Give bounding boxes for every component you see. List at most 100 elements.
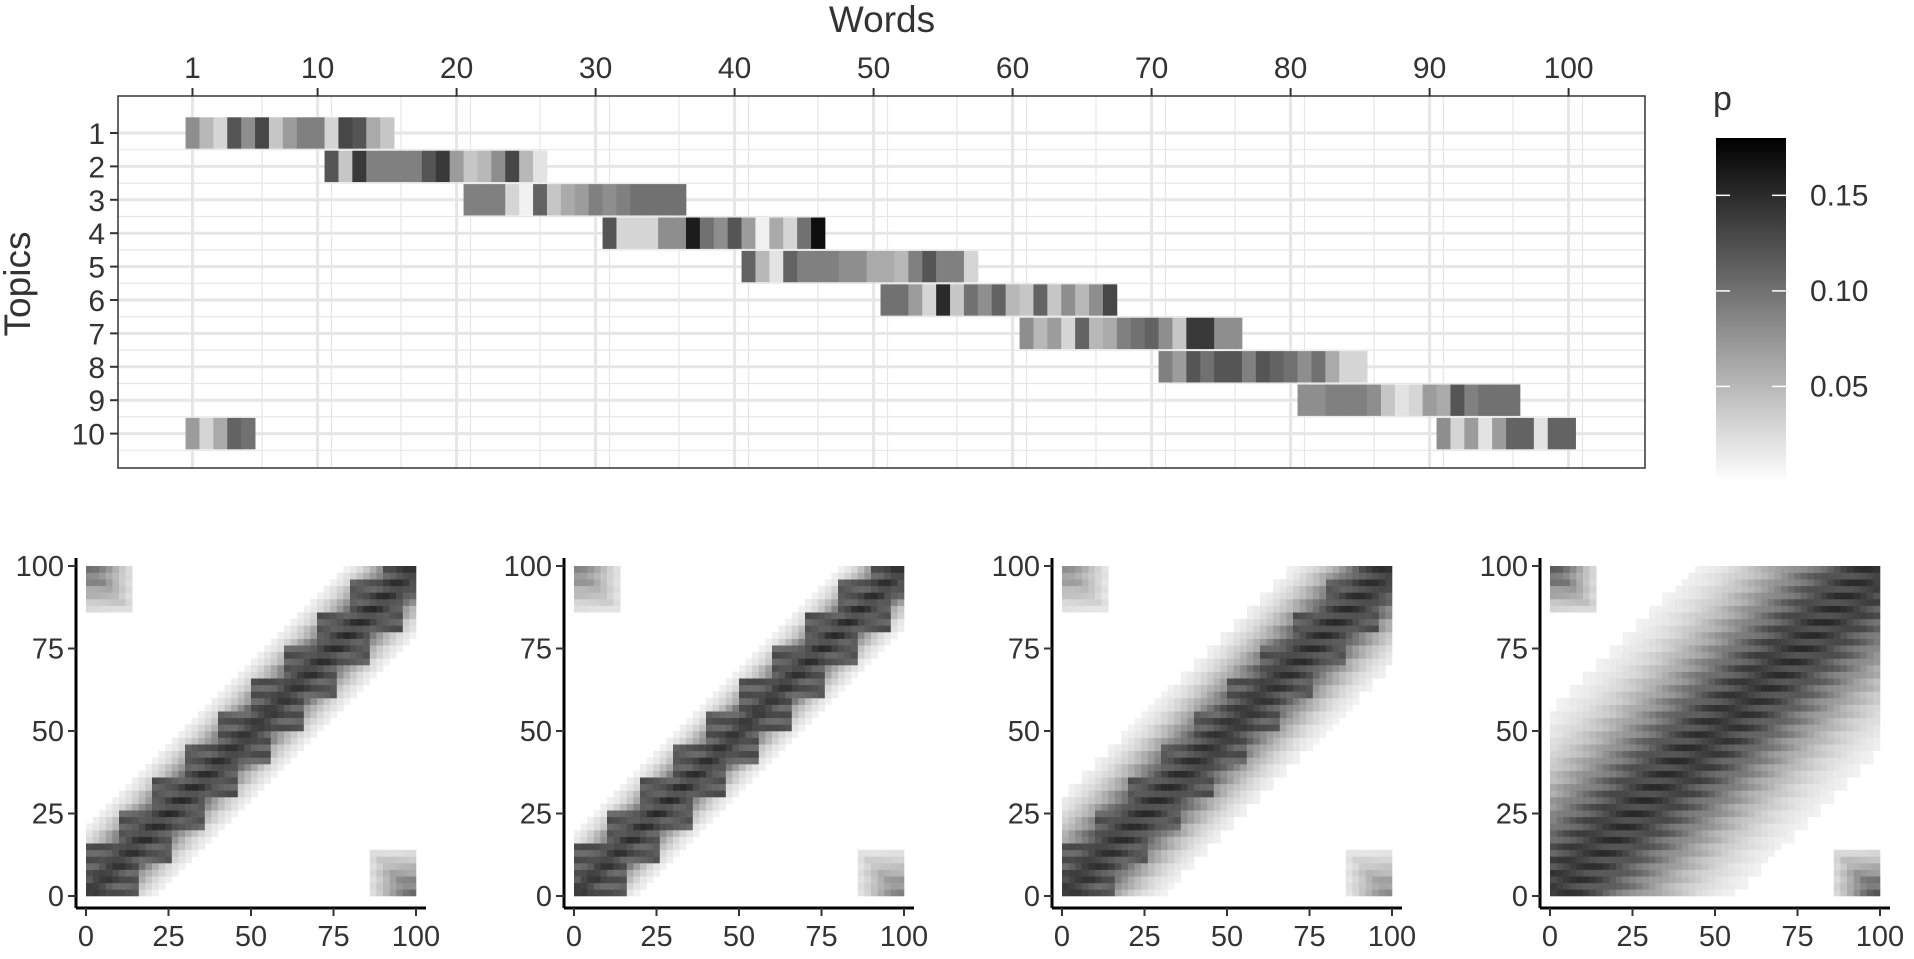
matrix-cell (290, 632, 298, 639)
matrix-cell (1095, 797, 1102, 804)
matrix-cell (1121, 737, 1129, 745)
matrix-cell (317, 651, 324, 659)
matrix-cell (204, 731, 212, 738)
matrix-cell (1306, 638, 1314, 646)
matrix-cell (119, 797, 126, 804)
matrix-cell (1715, 698, 1722, 705)
matrix-cell (692, 816, 700, 824)
matrix-cell (640, 810, 647, 818)
matrix-cell (1312, 605, 1320, 613)
matrix-cell (1299, 566, 1307, 573)
matrix-cell (1128, 810, 1135, 818)
matrix-cell (1385, 882, 1393, 890)
matrix-cell (1629, 849, 1637, 857)
heatmap-cell (1089, 317, 1104, 350)
matrix-cell (1642, 770, 1650, 778)
matrix-cell (1246, 651, 1254, 659)
matrix-cell (1081, 572, 1089, 580)
matrix-cell (99, 585, 107, 593)
matrix-cell (1319, 632, 1327, 639)
matrix-cell (772, 744, 779, 752)
matrix-cell (132, 790, 140, 798)
matrix-cell (1233, 764, 1241, 771)
matrix-cell (105, 876, 113, 884)
heatmap-cell (630, 184, 645, 216)
matrix-cell (739, 744, 746, 752)
matrix-cell (1352, 863, 1360, 870)
matrix-cell (1213, 836, 1221, 844)
matrix-cell (1088, 843, 1096, 851)
matrix-cell (818, 704, 826, 712)
matrix-cell (593, 849, 601, 857)
matrix-cell (330, 658, 338, 666)
matrix-cell (1602, 816, 1610, 824)
matrix-cell (1345, 599, 1353, 606)
matrix-cell (152, 856, 159, 864)
matrix-cell (1721, 684, 1729, 692)
matrix-cell (1299, 592, 1307, 600)
matrix-cell (844, 592, 852, 600)
matrix-cell (785, 684, 793, 692)
matrix-cell (158, 863, 166, 870)
matrix-cell (1715, 744, 1722, 752)
matrix-cell (350, 645, 357, 653)
matrix-cell (1721, 777, 1729, 785)
matrix-cell (1385, 645, 1393, 653)
heatmap-cell (241, 417, 256, 450)
matrix-cell (323, 651, 331, 659)
matrix-cell (264, 711, 272, 719)
matrix-cell (1635, 869, 1643, 877)
matrix-cell (1622, 658, 1630, 666)
panel-x-tick-label: 100 (1368, 921, 1416, 953)
matrix-cell (1101, 843, 1109, 851)
matrix-cell (145, 863, 153, 870)
matrix-cell (1649, 816, 1656, 824)
matrix-cell (1312, 566, 1320, 573)
matrix-cell (732, 671, 740, 679)
matrix-cell (1365, 592, 1373, 600)
matrix-cell (369, 658, 377, 666)
matrix-cell (1715, 665, 1722, 672)
matrix-cell (1688, 783, 1696, 791)
matrix-cell (778, 671, 786, 679)
matrix-cell (745, 671, 753, 679)
matrix-cell (1075, 803, 1083, 811)
matrix-cell (626, 810, 634, 818)
matrix-cell (231, 704, 239, 712)
matrix-cell (1286, 678, 1294, 686)
matrix-cell (86, 863, 93, 870)
matrix-cell (1715, 572, 1722, 580)
matrix-cell (257, 757, 265, 765)
matrix-cell (1227, 816, 1234, 824)
matrix-cell (1154, 770, 1162, 778)
matrix-cell (1556, 856, 1564, 864)
matrix-cell (198, 823, 206, 831)
matrix-cell (350, 625, 357, 633)
matrix-cell (798, 678, 806, 686)
matrix-cell (877, 566, 885, 573)
matrix-cell (1589, 882, 1597, 890)
matrix-cell (218, 750, 225, 758)
matrix-cell (765, 744, 773, 752)
matrix-cell (679, 810, 687, 818)
matrix-cell (1141, 750, 1149, 758)
matrix-cell (402, 638, 410, 646)
matrix-cell (1576, 750, 1584, 758)
matrix-cell (323, 605, 331, 613)
matrix-cell (363, 592, 371, 600)
matrix-cell (890, 605, 898, 613)
matrix-cell (1306, 691, 1314, 699)
matrix-cell (1187, 803, 1195, 811)
matrix-cell (1365, 863, 1373, 870)
matrix-cell (1378, 671, 1386, 679)
matrix-cell (1279, 618, 1287, 626)
matrix-cell (231, 678, 239, 686)
matrix-cell (831, 605, 839, 613)
matrix-cell (1332, 592, 1340, 600)
matrix-cell (224, 803, 232, 811)
matrix-cell (1622, 691, 1630, 699)
matrix-cell (1682, 671, 1689, 679)
matrix-cell (890, 882, 898, 890)
matrix-cell (1081, 823, 1089, 831)
matrix-cell (1728, 849, 1736, 857)
